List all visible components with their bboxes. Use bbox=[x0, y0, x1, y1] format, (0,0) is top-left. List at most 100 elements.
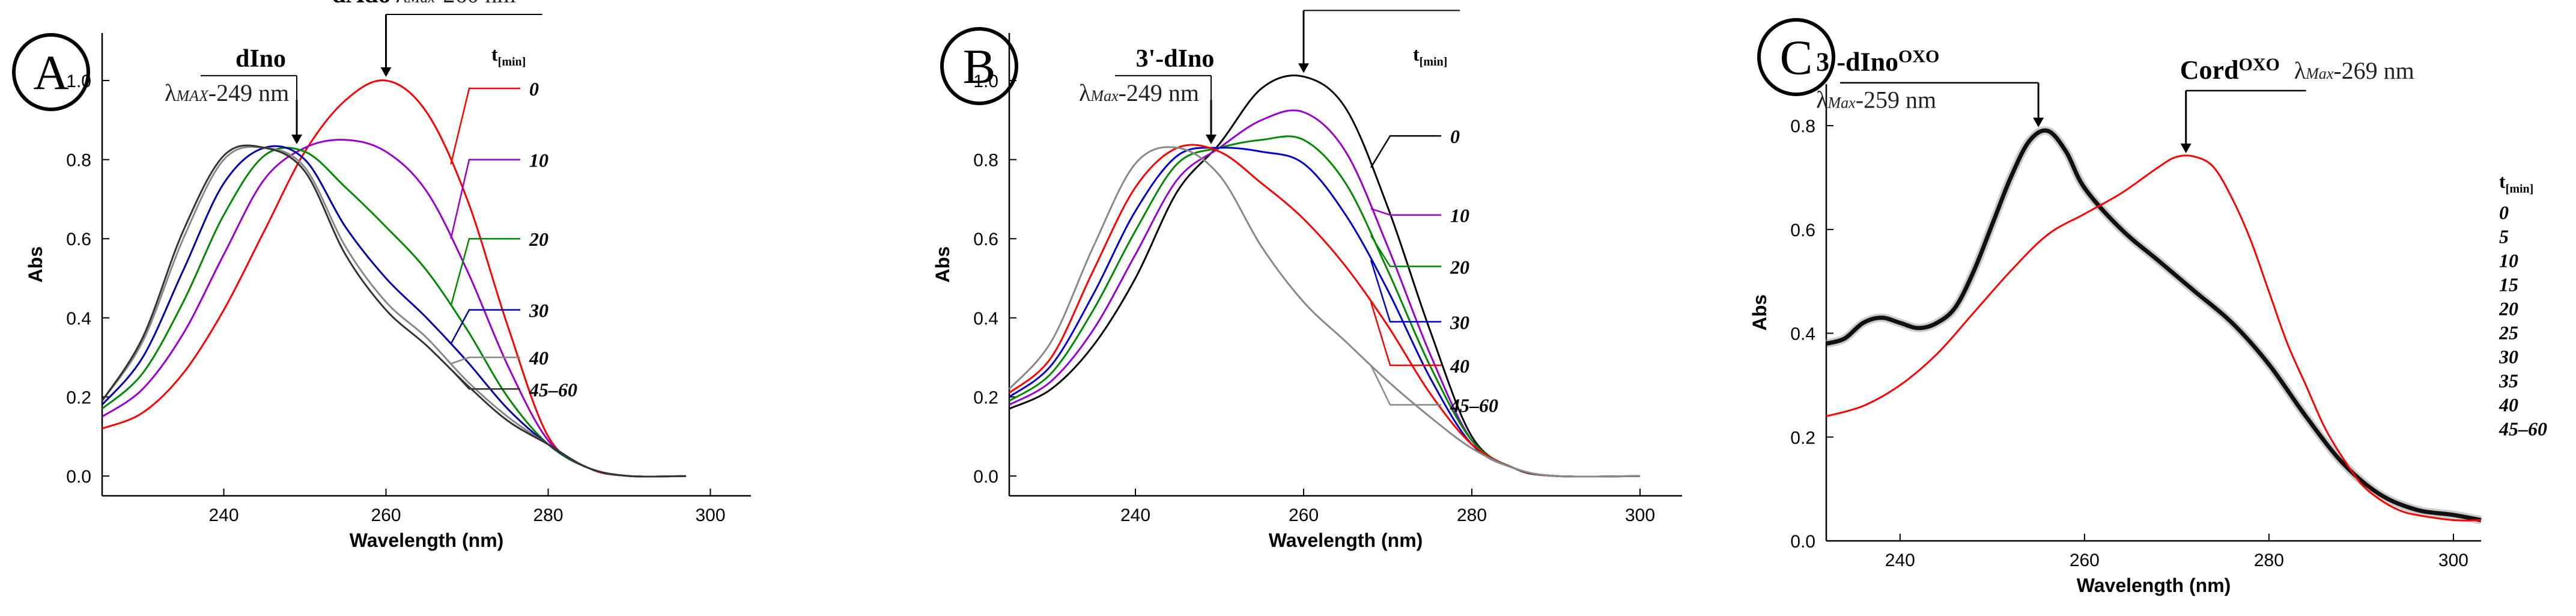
time-point-label: 10 bbox=[2499, 250, 2518, 272]
peak-compound-name: 3'-dIno bbox=[1136, 45, 1215, 73]
panel-badge-letter: B bbox=[963, 39, 996, 94]
x-tick-label: 300 bbox=[695, 505, 725, 525]
peak-lambda-text: λMax-249 nm bbox=[1079, 79, 1199, 106]
x-tick-label: 240 bbox=[1885, 550, 1915, 570]
y-tick-label: 0.4 bbox=[973, 309, 998, 329]
panel-badge-circle bbox=[12, 33, 90, 111]
series-leader-line bbox=[1370, 235, 1441, 267]
series-time-label: 0 bbox=[529, 78, 539, 100]
y-tick-label: 0.6 bbox=[1790, 221, 1815, 240]
panel-badge-letter: C bbox=[1780, 30, 1813, 85]
y-tick-label: 1.0 bbox=[973, 72, 998, 91]
series-leader-line bbox=[1370, 260, 1441, 323]
y-tick-label: 0.0 bbox=[1790, 532, 1815, 552]
peak-lambda-text: λMax-260 nm bbox=[1313, 0, 1433, 4]
series-leader-line bbox=[451, 356, 520, 365]
y-tick-label: 0.8 bbox=[973, 151, 998, 171]
series-line bbox=[1008, 146, 1641, 478]
time-point-label: 15 bbox=[2499, 274, 2518, 296]
y-tick-label: 1.0 bbox=[66, 72, 91, 91]
series-leader-line bbox=[1370, 365, 1441, 406]
series-time-label: 20 bbox=[1450, 256, 1469, 278]
y-tick-label: 0.8 bbox=[1790, 117, 1815, 136]
series-time-label: 0 bbox=[1450, 126, 1460, 147]
peak-compound-name: 3'-dInoOXO bbox=[1816, 47, 1939, 77]
time-header: t[min] bbox=[491, 43, 526, 69]
series-line bbox=[102, 79, 687, 478]
peak-lambda-text: λMAX-249 nm bbox=[165, 79, 289, 106]
x-tick-label: 300 bbox=[2438, 550, 2468, 570]
series-line bbox=[101, 145, 687, 478]
series-time-label: 30 bbox=[529, 300, 548, 322]
x-tick-label: 260 bbox=[371, 505, 401, 525]
y-tick-label: 0.6 bbox=[66, 230, 91, 249]
series-time-label: 10 bbox=[1450, 205, 1469, 227]
x-tick-label: 260 bbox=[2070, 550, 2100, 570]
peak-lambda-text: λMax-260 nm bbox=[396, 0, 516, 8]
series-leader-line bbox=[1370, 208, 1441, 216]
time-point-label: 0 bbox=[2499, 202, 2509, 224]
series-time-label: 10 bbox=[529, 150, 548, 171]
series-line bbox=[1009, 109, 1641, 478]
peak-arrowhead bbox=[2033, 117, 2044, 127]
time-point-label: 45–60 bbox=[2499, 418, 2547, 440]
peak-arrowhead bbox=[2180, 143, 2192, 153]
series-leader-line bbox=[450, 368, 520, 390]
peak-lambda-text: λMax-259 nm bbox=[1816, 87, 1936, 114]
series-line bbox=[1009, 75, 1641, 478]
y-tick-label: 0.2 bbox=[1790, 428, 1815, 448]
x-axis-label: Wavelength (nm) bbox=[350, 529, 504, 551]
series-time-label: 40 bbox=[529, 347, 548, 369]
y-tick-label: 0.6 bbox=[973, 230, 998, 249]
y-axis-label: Abs bbox=[1749, 294, 1770, 331]
series-time-label: 30 bbox=[1450, 311, 1469, 333]
series-time-label: 20 bbox=[529, 228, 548, 250]
series-leader-line bbox=[1370, 302, 1441, 367]
time-point-label: 35 bbox=[2499, 370, 2518, 392]
time-point-label: 25 bbox=[2499, 322, 2518, 344]
panel-badge-circle bbox=[1757, 18, 1835, 96]
y-axis-label: Abs bbox=[932, 246, 953, 282]
series-line bbox=[102, 139, 687, 478]
time-point-label: 30 bbox=[2499, 346, 2518, 368]
x-axis-label: Wavelength (nm) bbox=[2077, 575, 2231, 596]
x-axis-label: Wavelength (nm) bbox=[1269, 529, 1423, 551]
series-time-label: 45–60 bbox=[529, 379, 577, 400]
series-line bbox=[1826, 154, 2482, 522]
peak-compound-name: Cord bbox=[1250, 0, 1305, 4]
x-tick-label: 240 bbox=[208, 505, 238, 525]
peak-compound-name: dIno bbox=[235, 45, 286, 73]
series-line bbox=[1826, 128, 2482, 522]
series-shadow bbox=[1825, 126, 2482, 525]
series-line bbox=[101, 144, 687, 478]
y-tick-label: 0.2 bbox=[973, 388, 998, 407]
time-point-label: 5 bbox=[2499, 226, 2509, 248]
series-line bbox=[102, 147, 687, 478]
peak-compound-name: CordOXO bbox=[2180, 55, 2280, 85]
peak-lambda-text: λMax-269 nm bbox=[2294, 57, 2414, 84]
peak-compound-name: dAdo bbox=[332, 0, 391, 8]
series-leader-line bbox=[450, 87, 520, 165]
x-tick-label: 280 bbox=[533, 505, 563, 525]
time-header: t[min] bbox=[2499, 171, 2533, 196]
y-tick-label: 0.4 bbox=[66, 309, 91, 329]
time-point-label: 40 bbox=[2499, 394, 2518, 416]
peak-arrowhead bbox=[291, 134, 302, 144]
series-leader-line bbox=[450, 159, 520, 239]
x-tick-label: 300 bbox=[1625, 505, 1655, 525]
y-tick-label: 0.0 bbox=[973, 467, 998, 487]
peak-arrowhead bbox=[380, 67, 392, 77]
series-time-label: 45–60 bbox=[1450, 395, 1498, 416]
series-time-label: 40 bbox=[1450, 355, 1469, 377]
y-tick-label: 0.0 bbox=[66, 467, 91, 487]
time-point-label: 20 bbox=[2499, 298, 2518, 320]
y-tick-label: 0.4 bbox=[1790, 325, 1815, 344]
panel-badge-circle bbox=[940, 27, 1018, 105]
x-tick-label: 280 bbox=[2254, 550, 2284, 570]
x-tick-label: 280 bbox=[1457, 505, 1487, 525]
series-line bbox=[1009, 135, 1641, 478]
